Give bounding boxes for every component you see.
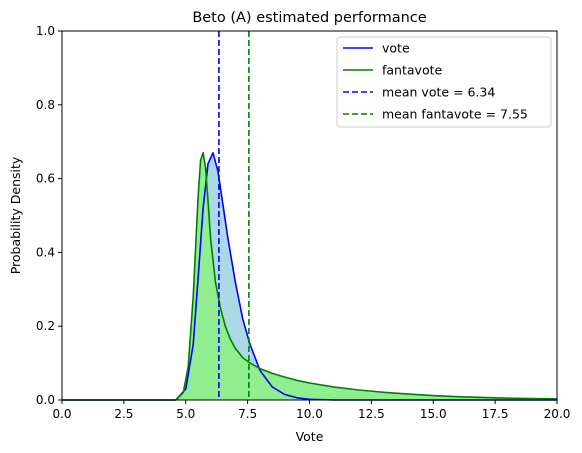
legend: vote fantavote mean vote = 6.34 mean fan…	[336, 36, 552, 128]
x-axis-ticks: 0.0 2.5 5.0 7.5 10.0 12.5 15.0 17.5 20.0	[52, 400, 570, 421]
x-tick-label: 12.5	[358, 407, 385, 421]
y-axis-label: Probability Density	[8, 156, 23, 274]
y-tick-label: 0.6	[36, 172, 55, 186]
area-vote	[62, 152, 557, 400]
x-tick-label: 20.0	[544, 407, 571, 421]
legend-label-vote: vote	[382, 41, 410, 56]
x-tick-label: 0.0	[52, 407, 71, 421]
x-tick-label: 2.5	[114, 407, 133, 421]
legend-label-mean-vote: mean vote = 6.34	[382, 85, 495, 100]
x-tick-label: 5.0	[176, 407, 195, 421]
x-tick-label: 15.0	[420, 407, 447, 421]
x-tick-label: 10.0	[296, 407, 323, 421]
area-fills	[62, 152, 557, 400]
x-tick-label: 7.5	[238, 407, 257, 421]
y-tick-label: 0.0	[36, 393, 55, 407]
y-tick-label: 0.2	[36, 319, 55, 333]
legend-label-mean-fantavote: mean fantavote = 7.55	[382, 107, 528, 122]
line-fantavote	[62, 152, 558, 401]
y-tick-label: 1.0	[36, 24, 55, 38]
series-lines	[62, 152, 558, 401]
mean-lines	[218, 31, 250, 400]
x-tick-label: 17.5	[482, 407, 509, 421]
chart-title: Beto (A) estimated performance	[192, 10, 426, 26]
x-axis-label: Vote	[296, 429, 324, 444]
line-vote	[62, 152, 557, 401]
legend-frame	[336, 36, 552, 128]
y-tick-label: 0.4	[36, 245, 55, 259]
legend-label-fantavote: fantavote	[382, 63, 442, 78]
area-fantavote	[62, 152, 557, 400]
y-axis-ticks: 0.0 0.2 0.4 0.6 0.8 1.0	[36, 24, 62, 407]
y-tick-label: 0.8	[36, 98, 55, 112]
